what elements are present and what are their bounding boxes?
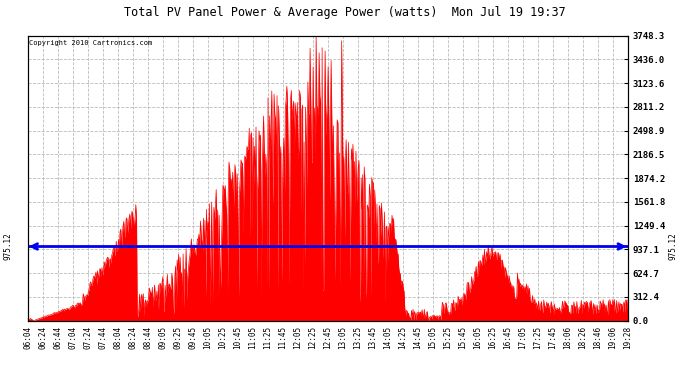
Text: Copyright 2010 Cartronics.com: Copyright 2010 Cartronics.com (29, 40, 152, 46)
Text: 975.12: 975.12 (668, 232, 678, 260)
Text: 975.12: 975.12 (3, 232, 13, 260)
Text: Total PV Panel Power & Average Power (watts)  Mon Jul 19 19:37: Total PV Panel Power & Average Power (wa… (124, 6, 566, 19)
